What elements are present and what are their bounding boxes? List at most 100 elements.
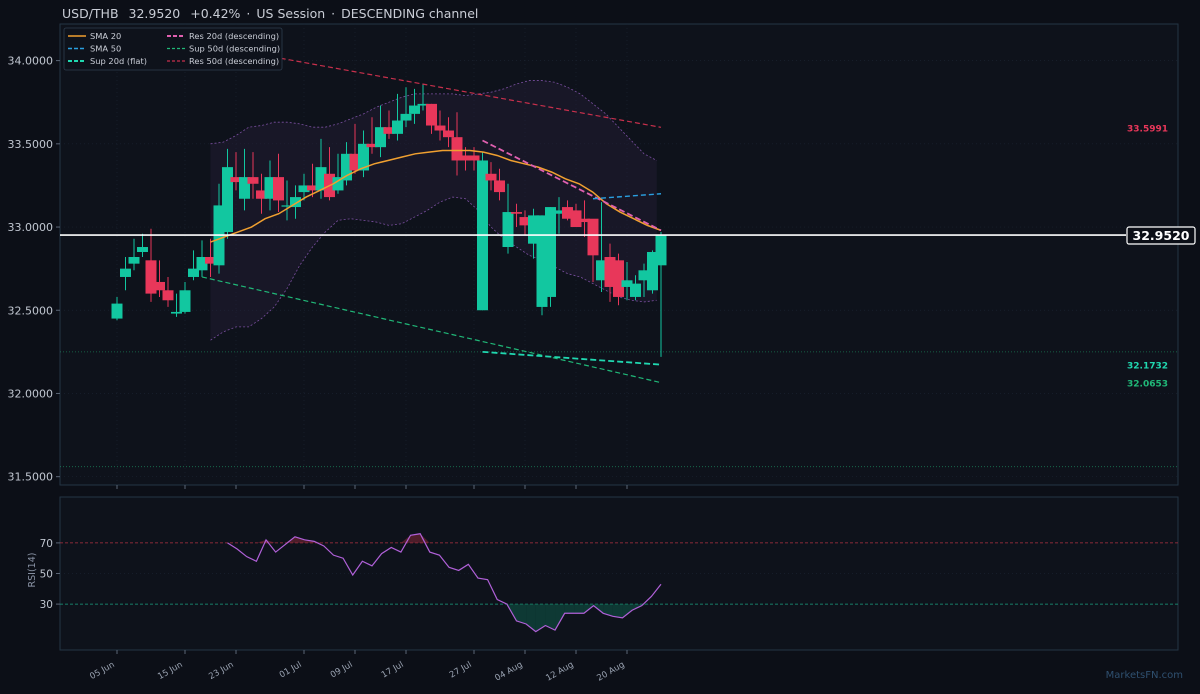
candle-body [511, 212, 522, 214]
rsi-oversold-fill [564, 604, 575, 614]
rsi-overbought-fill [400, 535, 411, 543]
candle-body [315, 167, 327, 191]
candle [154, 260, 165, 297]
rsi-oversold-fill [555, 604, 565, 631]
bollinger-band-fill [210, 80, 657, 341]
candle [366, 117, 378, 154]
header-session: US Session [256, 6, 325, 21]
candle [570, 203, 582, 228]
header-change: +0.42% [190, 6, 240, 21]
candle [400, 87, 412, 128]
candle-body [188, 268, 199, 277]
candle-body [604, 256, 616, 287]
candle-body [621, 280, 633, 287]
candle-body [647, 252, 658, 291]
current-price-label: 32.9520 [1133, 228, 1190, 243]
candle-body [528, 215, 539, 244]
level-label: 32.0653 [1127, 380, 1168, 390]
candle [392, 93, 403, 141]
rsi-oversold-fill [622, 604, 633, 618]
rsi-oversold-fill [516, 604, 527, 624]
candle [485, 162, 497, 191]
candle [281, 180, 293, 221]
rsi-overbought-fill [420, 533, 430, 543]
rsi-oversold-fill [545, 604, 556, 631]
candle-body [290, 197, 301, 208]
candle [264, 160, 276, 211]
legend-item: Res 20d (descending) [167, 31, 279, 41]
candle-body [222, 167, 233, 233]
candle [579, 200, 590, 238]
candle-body [375, 127, 386, 148]
sup50-line [201, 276, 662, 384]
candle-body [145, 260, 157, 294]
candle [434, 110, 446, 141]
rsi-line [227, 533, 662, 633]
rsi-oversold-fill [574, 604, 584, 614]
candle [494, 168, 505, 201]
candle [222, 148, 233, 239]
candle-body [519, 217, 531, 226]
candle-body [179, 290, 191, 312]
candle [536, 215, 548, 316]
price-tick-label: 32.0000 [8, 387, 54, 400]
candle-body [111, 303, 123, 319]
rsi-oversold-fill [603, 604, 613, 617]
bollinger-lower [210, 196, 657, 341]
bollinger-upper [210, 80, 657, 161]
candle-body [570, 210, 582, 228]
candle [375, 105, 386, 158]
candle [604, 243, 616, 302]
candle-body [137, 247, 148, 253]
candle-body [409, 105, 420, 114]
rsi-oversold-fill [612, 604, 623, 618]
rsi-overbought-fill [256, 539, 267, 543]
candle [630, 275, 641, 301]
candle [179, 281, 191, 314]
candle [290, 185, 301, 219]
current-price-box [1126, 226, 1196, 245]
price-tick-label: 33.0000 [8, 221, 54, 234]
candle [562, 200, 573, 221]
candle [273, 153, 284, 213]
candle [256, 173, 267, 214]
candle-body [196, 256, 208, 271]
sma50-line [592, 193, 662, 200]
candle-body [460, 155, 471, 161]
candle [587, 218, 599, 282]
candle [596, 202, 607, 292]
candle-body [171, 311, 182, 314]
candle-body [120, 268, 131, 277]
candle [111, 296, 123, 321]
candle [553, 197, 565, 234]
candle-body [536, 215, 548, 307]
candle [247, 152, 259, 199]
candle [307, 163, 318, 198]
candle [162, 276, 174, 307]
candle-body [341, 153, 352, 181]
price-tick-label: 31.5000 [8, 471, 54, 484]
candle-body [366, 143, 378, 148]
candle [358, 130, 369, 178]
candle [120, 256, 131, 291]
rsi-axis-label: RSI(14) [27, 553, 38, 588]
candle [417, 83, 429, 111]
candle-body [613, 260, 624, 297]
header-symbol: USD/THB [62, 6, 119, 21]
candle [426, 103, 437, 134]
candle-body [400, 113, 412, 121]
candle-body [451, 137, 463, 161]
candle [341, 142, 352, 186]
candle [239, 148, 250, 211]
price-tick-label: 33.5000 [8, 138, 54, 151]
res50-line [201, 43, 662, 128]
candle [315, 138, 327, 199]
candle [188, 250, 199, 281]
candle [383, 110, 395, 139]
candle [451, 112, 463, 176]
candle [502, 183, 514, 254]
candle [128, 238, 140, 271]
candle [638, 263, 650, 297]
candle-body [332, 177, 344, 191]
candle [511, 203, 522, 228]
